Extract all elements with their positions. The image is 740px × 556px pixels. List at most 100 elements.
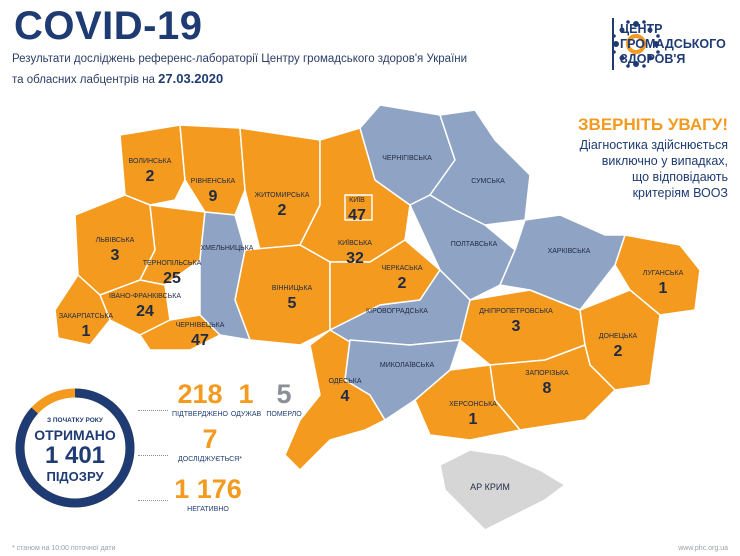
map-labels: Волинська2 Рівненська9 Житомирська2Київ47К… — [59, 155, 684, 492]
phc-logo-icon — [612, 20, 660, 68]
region-value-cherkasy: 2 — [398, 275, 407, 292]
stat-recovered: 1 ОДУЖАВ — [228, 380, 264, 418]
stat-connector-3 — [138, 500, 168, 501]
summary-ring-text: З ПОЧАТКУ РОКУ ОТРИМАНО 1 401 ПІДОЗРУ — [12, 385, 138, 511]
region-value-donetsk: 2 — [614, 343, 623, 360]
website-link[interactable]: www.phc.org.ua — [678, 545, 728, 552]
investigating-label: ДОСЛІДЖУЄТЬСЯ* — [178, 456, 242, 463]
region-label-kyiv_obl: Київська — [338, 239, 372, 247]
logo-line-3: ЗДОРОВ'Я — [620, 52, 686, 66]
logo-divider — [612, 18, 614, 70]
region-value-ivano_frankivsk: 24 — [136, 303, 154, 320]
region-kharkiv — [499, 214, 626, 311]
region-label-chernihiv: Чернігівська — [382, 155, 432, 162]
region-label-ivano_frankivsk: Івано-Франківська — [109, 293, 181, 300]
negative-count: 1 176 — [174, 474, 242, 504]
region-label-mykolaiv: Миколаївська — [380, 361, 435, 369]
region-value-dnipro: 3 — [512, 318, 521, 335]
region-label-kherson: Херсонська — [449, 401, 497, 408]
region-zakarpattia — [54, 274, 111, 346]
region-value-zaporizhzhia: 8 — [543, 380, 552, 397]
investigating-count: 7 — [202, 424, 218, 454]
stat-connector-2 — [138, 455, 168, 456]
region-vinnytsia — [234, 244, 331, 346]
region-value-odesa: 4 — [341, 388, 350, 405]
ring-label-2: ПІДОЗРУ — [46, 469, 104, 484]
recovered-count: 1 — [238, 379, 254, 409]
region-value-luhansk: 1 — [659, 280, 668, 297]
region-volyn — [119, 124, 186, 206]
stat-died: 5 ПОМЕРЛО — [262, 380, 306, 418]
attention-note: ЗВЕРНІТЬ УВАГУ! Діагностика здійснюється… — [508, 115, 728, 201]
region-value-zhytomyr: 2 — [278, 202, 287, 219]
region-mykolaiv — [344, 339, 461, 421]
region-label-kharkiv: Харківська — [548, 248, 591, 255]
region-label-crimea: АР Крим — [470, 482, 510, 492]
region-value-kyiv: 47 — [348, 207, 366, 224]
region-label-cherkasy: Черкаська — [382, 265, 423, 272]
ring-small-label: З ПОЧАТКУ РОКУ — [47, 417, 103, 424]
died-count: 5 — [276, 379, 292, 409]
subtitle-line-2-text: та обласних лабцентрів на — [12, 74, 155, 86]
region-khmelnytskyi — [199, 211, 251, 341]
region-label-kirovohrad: Кіровоградська — [366, 308, 428, 315]
confirmed-label: ПІДТВЕРДЖЕНО — [172, 411, 228, 418]
attention-line-3: що відповідають — [631, 170, 728, 184]
region-value-ternopil: 25 — [163, 270, 181, 287]
stat-investigating: 7 ДОСЛІДЖУЄТЬСЯ* — [170, 425, 250, 463]
region-value-volyn: 2 — [146, 168, 155, 185]
region-value-chernivtsi: 47 — [191, 332, 209, 349]
region-label-zhytomyr: Житомирська — [255, 192, 310, 199]
region-kherson — [414, 364, 521, 441]
region-label-kyiv: Київ — [349, 196, 365, 204]
ring-number: 1 401 — [44, 442, 106, 469]
attention-line-4: критеріям ВООЗ — [632, 186, 728, 200]
summary-ring — [15, 388, 135, 508]
region-label-vinnytsia: Вінницька — [272, 285, 313, 292]
subtitle-line-2: та обласних лабцентрів на 27.03.2020 — [12, 69, 492, 90]
region-value-rivne: 9 — [209, 188, 218, 205]
footnote: * станом на 10:00 поточної дати — [12, 545, 116, 552]
region-label-chernivtsi: Чернівецька — [176, 322, 225, 329]
attention-line-1: Діагностика здійснюється — [579, 138, 728, 152]
region-label-donetsk: Донецька — [599, 333, 638, 340]
region-label-poltava: Полтавська — [451, 241, 498, 248]
region-label-volyn: Волинська — [129, 158, 172, 165]
report-date: 27.03.2020 — [158, 71, 224, 86]
region-value-vinnytsia: 5 — [288, 295, 297, 312]
page-subtitle: Результати досліджень референс-лаборатор… — [12, 50, 492, 90]
negative-label: НЕГАТИВНО — [187, 506, 229, 513]
logo-line-1: ЦЕНТР — [620, 22, 663, 36]
region-label-zaporizhzhia: Запорізька — [525, 370, 569, 377]
region-sumy — [429, 109, 531, 226]
stat-connector-1 — [138, 410, 168, 411]
page-title: COVID-19 — [14, 4, 203, 48]
region-label-sumy: Сумська — [471, 178, 505, 185]
region-label-lviv: Львівська — [96, 237, 135, 244]
region-label-ternopil: Тернопільська — [143, 260, 202, 267]
region-value-kyiv_obl: 32 — [346, 250, 364, 267]
attention-title: ЗВЕРНІТЬ УВАГУ! — [577, 115, 728, 134]
region-value-lviv: 3 — [111, 247, 120, 264]
stat-negative: 1 176 НЕГАТИВНО — [158, 475, 258, 513]
region-value-kherson: 1 — [469, 411, 478, 428]
region-value-zakarpattia: 1 — [82, 323, 91, 340]
region-label-dnipro: Дніпропетровська — [479, 308, 553, 315]
stat-confirmed: 218 ПІДТВЕРДЖЕНО — [170, 380, 230, 418]
region-crimea — [439, 449, 566, 531]
region-label-rivne: Рівненська — [191, 178, 236, 185]
attention-line-2: виключно у випадках, — [601, 154, 728, 168]
died-label: ПОМЕРЛО — [266, 411, 302, 418]
logo-text: ЦЕНТР ГРОМАДСЬКОГО ЗДОРОВ'Я — [620, 22, 726, 67]
ring-label: ОТРИМАНО — [34, 427, 116, 443]
region-label-khmelnytskyi: Хмельницька — [201, 245, 254, 252]
region-label-luhansk: Луганська — [643, 270, 684, 277]
recovered-label: ОДУЖАВ — [230, 411, 262, 418]
subtitle-line-1: Результати досліджень референс-лаборатор… — [12, 53, 468, 65]
region-label-zakarpattia: Закарпатська — [59, 313, 113, 320]
region-kyiv-city — [344, 194, 373, 221]
region-label-odesa: Одеська — [328, 378, 361, 385]
logo-line-2: ГРОМАДСЬКОГО — [620, 37, 726, 51]
confirmed-count: 218 — [177, 379, 223, 409]
